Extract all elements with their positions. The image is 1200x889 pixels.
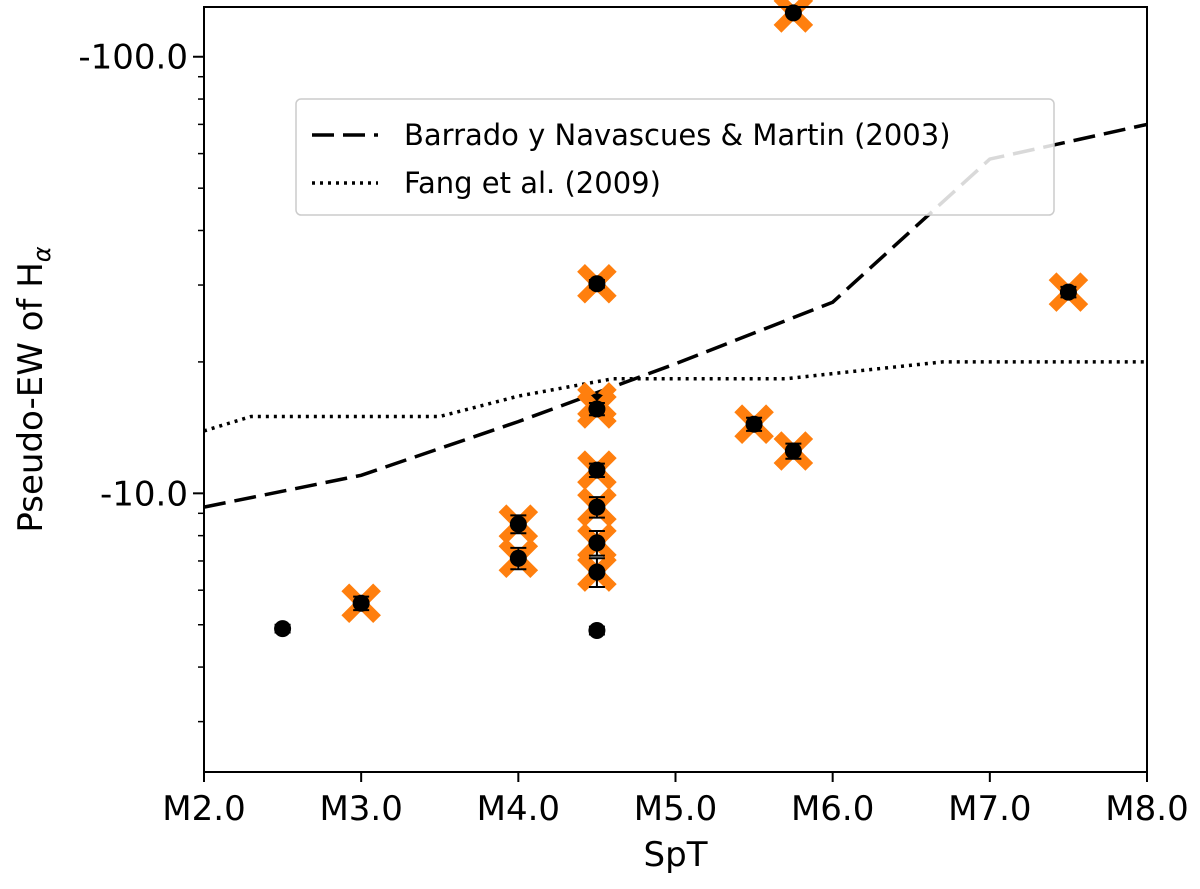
data-point [588, 534, 606, 552]
x-tick-label: M2.0 [162, 789, 245, 829]
data-point [588, 498, 606, 516]
x-tick-label: M5.0 [634, 789, 717, 829]
data-point [509, 515, 527, 533]
legend-box [295, 98, 1055, 216]
x-tick-label: M6.0 [791, 789, 874, 829]
x-axis-label: SpT [644, 835, 708, 875]
data-point [745, 415, 763, 433]
y-tick-label: -100.0 [78, 38, 188, 78]
data-point [784, 442, 802, 460]
x-tick-label: M3.0 [319, 789, 402, 829]
y-axis-label-main: Pseudo-EW of H [11, 262, 51, 532]
data-point [588, 563, 606, 581]
y-axis-label-subscript: α [28, 246, 56, 262]
legend-label: Barrado y Navascues & Martin (2003) [404, 118, 951, 152]
data-point [588, 400, 606, 418]
legend: Barrado y Navascues & Martin (2003) Fang … [295, 98, 1055, 216]
legend-label: Fang et al. (2009) [404, 166, 661, 200]
data-point [588, 275, 606, 293]
data-point [588, 622, 606, 640]
data-point [784, 4, 802, 22]
x-tick-label: M7.0 [948, 789, 1031, 829]
data-point [509, 549, 527, 567]
data-point [1059, 283, 1077, 301]
x-tick-label: M8.0 [1105, 789, 1188, 829]
axes: M2.0 M3.0 M4.0 M5.0 M6.0 M7.0 M8.0 -100.0 -10.0 [78, 38, 1188, 829]
y-axis-label: Pseudo-EW of Hα [11, 246, 56, 532]
data-point [274, 620, 292, 638]
plot-area [203, 0, 1148, 640]
x-tick-label: M4.0 [477, 789, 560, 829]
dotted-reference-line [203, 360, 1147, 433]
data-point [352, 594, 370, 612]
data-point [588, 461, 606, 479]
y-tick-label: -10.0 [100, 474, 188, 514]
